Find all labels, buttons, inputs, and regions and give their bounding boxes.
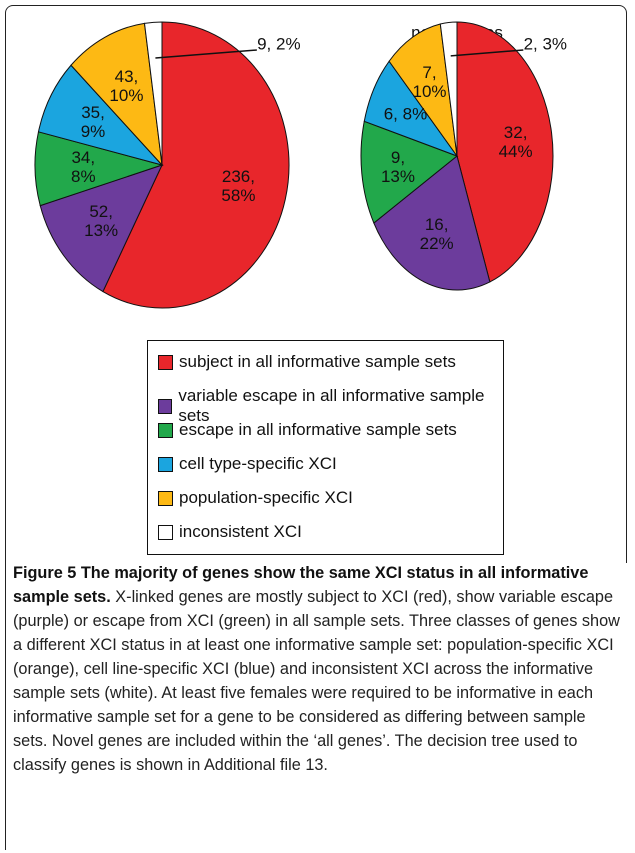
legend-item: variable escape in all informative sampl…: [158, 386, 503, 426]
legend-label: inconsistent XCI: [179, 522, 302, 541]
legend-label: population-specific XCI: [179, 488, 353, 507]
slice-label: 7, 10%: [412, 63, 447, 102]
slice-label: 52, 13%: [84, 202, 119, 241]
legend-label: cell type-specific XCI: [179, 454, 337, 473]
caption-text: X-linked genes are mostly subject to XCI…: [13, 588, 620, 774]
legend-label: subject in all informative sample sets: [179, 352, 456, 371]
legend-swatch: [158, 422, 173, 438]
legend-swatch: [158, 354, 173, 370]
pie-slice: [102, 21, 290, 309]
leader-line: [450, 49, 524, 57]
pie-slice: [373, 155, 491, 291]
slice-label: 9, 13%: [380, 147, 415, 186]
legend-swatch: [158, 524, 173, 540]
legend-item: escape in all informative sample sets: [158, 420, 457, 440]
legend-item: population-specific XCI: [158, 488, 353, 508]
legend-swatch: [158, 490, 173, 506]
slice-label: 16, 22%: [419, 215, 454, 254]
leader-line: [155, 49, 257, 59]
slice-label: 6, 8%: [383, 104, 428, 124]
slice-label: 34, 8%: [70, 148, 96, 187]
caption: Figure 5 The majority of genes show the …: [13, 561, 623, 777]
legend-swatch: [158, 456, 173, 472]
legend-item: inconsistent XCI: [158, 522, 302, 542]
legend: subject in all informative sample sets va…: [147, 340, 504, 555]
pie-slice: [360, 120, 458, 224]
pie-slice: [39, 164, 163, 293]
slice-label: 43, 10%: [109, 66, 144, 105]
slice-label: 2, 3%: [523, 34, 568, 54]
legend-item: subject in all informative sample sets: [158, 352, 456, 372]
slice-label: 32, 44%: [498, 122, 533, 161]
legend-swatch: [158, 398, 173, 414]
legend-item: cell type-specific XCI: [158, 454, 337, 474]
pie-slice: [388, 23, 458, 157]
slice-label: 236, 58%: [221, 167, 256, 206]
caption-title: Figure 5 The majority of genes show the …: [13, 564, 589, 606]
legend-label: escape in all informative sample sets: [179, 420, 457, 439]
slice-label: 35, 9%: [80, 103, 106, 142]
pie-slice: [456, 21, 554, 283]
pie-charts: all genesnovel genes: [34, 21, 554, 309]
figure-frame: [5, 5, 627, 563]
caption-border: [5, 560, 6, 850]
pie-slice: [70, 22, 163, 167]
legend-label: variable escape in all informative sampl…: [178, 386, 485, 425]
slice-label: 9, 2%: [257, 34, 301, 54]
